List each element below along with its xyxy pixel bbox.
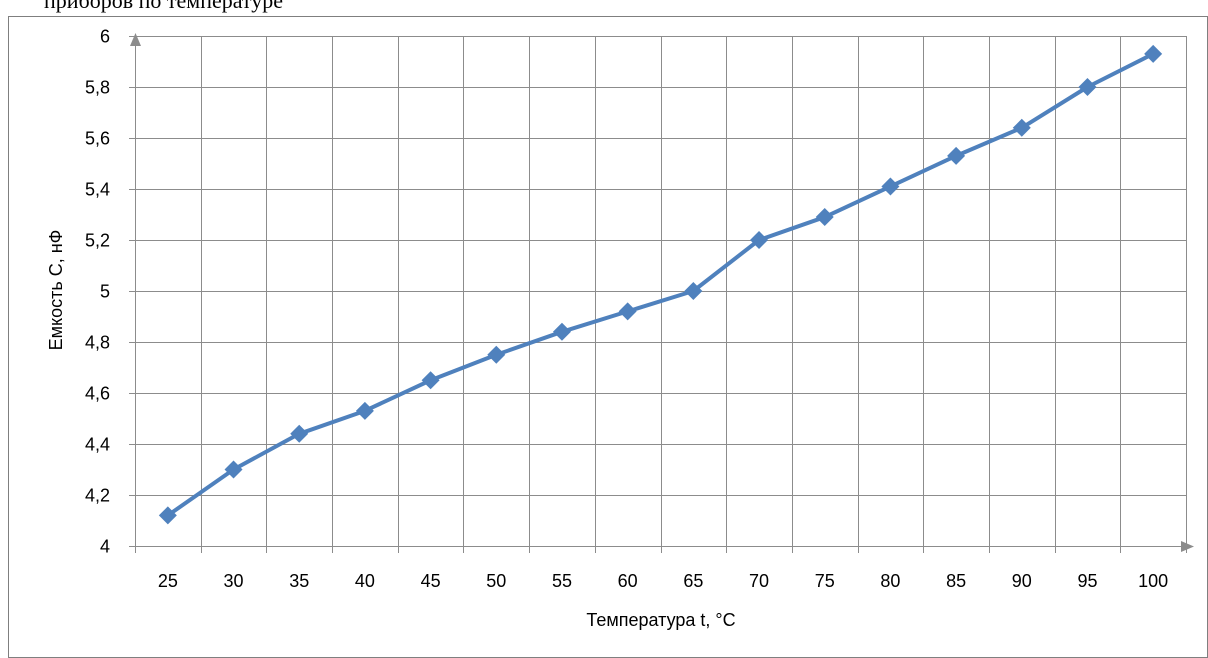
y-tick-label: 5,6 bbox=[85, 129, 110, 149]
data-point-marker bbox=[1012, 118, 1031, 137]
x-tick-label: 50 bbox=[486, 571, 506, 591]
series-line bbox=[166, 52, 1155, 518]
x-axis-title: Температура t, °С bbox=[586, 610, 735, 630]
data-point-marker bbox=[1144, 44, 1163, 63]
x-tick-label: 95 bbox=[1077, 571, 1097, 591]
y-tick-label: 4,6 bbox=[85, 384, 110, 404]
x-tick-label: 80 bbox=[880, 571, 900, 591]
x-tick-label: 75 bbox=[815, 571, 835, 591]
data-point-marker bbox=[487, 345, 506, 364]
plot-area: 4 4,2 4,4 4,6 4,8 5 5,2 5,4 5,6 5,8 6 25 30 35 40 45 50 5… bbox=[85, 27, 1194, 591]
y-tick-label: 6 bbox=[100, 27, 110, 47]
data-point-marker bbox=[947, 146, 966, 165]
data-point-marker bbox=[552, 322, 571, 341]
data-point-marker bbox=[815, 208, 834, 227]
x-tick-label: 55 bbox=[552, 571, 572, 591]
y-axis-arrow bbox=[130, 33, 141, 46]
data-point-marker bbox=[290, 424, 309, 443]
data-point-marker bbox=[750, 231, 769, 249]
y-tick-label: 4 bbox=[100, 537, 110, 557]
y-tick-label: 5,2 bbox=[85, 231, 110, 251]
data-point-marker bbox=[684, 282, 703, 300]
x-tick-label: 70 bbox=[749, 571, 769, 591]
y-tick-label: 5 bbox=[100, 282, 110, 302]
data-point-marker bbox=[224, 460, 243, 479]
data-point-marker bbox=[881, 177, 900, 196]
x-tick-label: 40 bbox=[355, 571, 375, 591]
data-point-marker bbox=[1078, 78, 1097, 96]
x-tick-label: 100 bbox=[1138, 571, 1168, 591]
header-text: приборов по температуре bbox=[44, 0, 283, 13]
x-tick-label: 85 bbox=[946, 571, 966, 591]
x-tick-label: 30 bbox=[224, 571, 244, 591]
x-tick-label: 60 bbox=[618, 571, 638, 591]
y-axis-title: Емкость С, нФ bbox=[46, 230, 66, 351]
y-tick-label: 5,4 bbox=[85, 180, 110, 200]
y-tick-label: 4,4 bbox=[85, 435, 110, 455]
data-point-marker bbox=[355, 401, 374, 420]
x-tick-label: 65 bbox=[683, 571, 703, 591]
x-tick-label: 35 bbox=[289, 571, 309, 591]
x-tick-label: 45 bbox=[421, 571, 441, 591]
y-tick-label: 4,2 bbox=[85, 486, 110, 506]
y-tick-label: 5,8 bbox=[85, 78, 110, 98]
chart-frame bbox=[8, 16, 1208, 658]
data-point-marker bbox=[618, 302, 637, 321]
y-tick-label: 4,8 bbox=[85, 333, 110, 353]
x-axis-arrow bbox=[1181, 541, 1194, 552]
data-point-marker bbox=[158, 506, 177, 525]
x-tick-label: 25 bbox=[158, 571, 178, 591]
data-point-marker bbox=[421, 371, 440, 390]
x-tick-label: 90 bbox=[1012, 571, 1032, 591]
